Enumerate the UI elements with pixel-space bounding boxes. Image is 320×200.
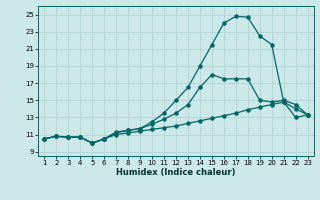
X-axis label: Humidex (Indice chaleur): Humidex (Indice chaleur) [116,168,236,177]
